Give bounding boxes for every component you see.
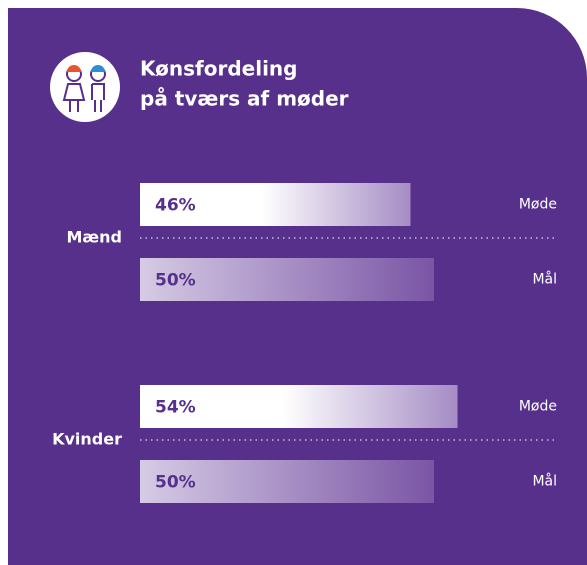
bar	[140, 385, 458, 428]
icon	[50, 52, 120, 122]
series-label: Møde	[519, 197, 557, 213]
title-line: på tværs af møder	[140, 87, 349, 111]
value-label: 46%	[155, 196, 196, 216]
title-line: Kønsfordeling	[140, 57, 297, 81]
bar	[140, 258, 434, 301]
category-label: Mænd	[66, 228, 122, 247]
value-label: 50%	[155, 473, 196, 493]
series-label: Mål	[532, 271, 557, 288]
series-label: Mål	[532, 473, 557, 490]
value-label: 50%	[155, 271, 196, 291]
bar	[140, 460, 434, 503]
category-label: Kvinder	[52, 430, 122, 449]
series-label: Møde	[519, 399, 557, 415]
bar	[140, 183, 411, 226]
value-label: 54%	[155, 398, 196, 418]
